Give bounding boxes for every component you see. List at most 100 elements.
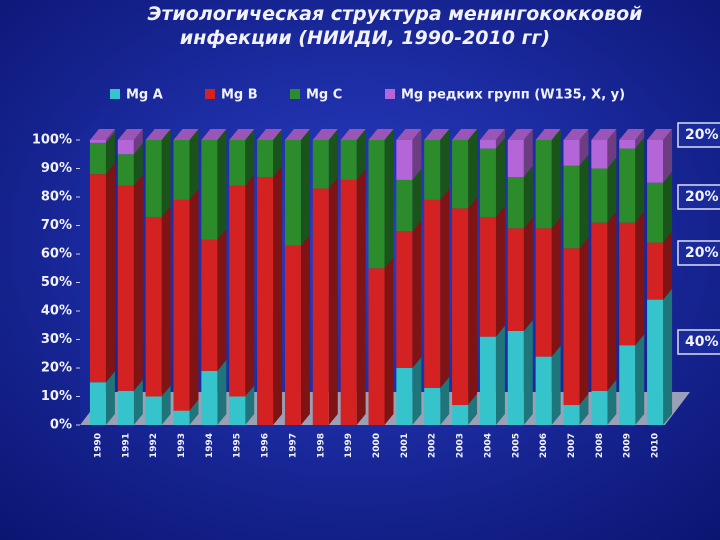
bar-segment (201, 370, 218, 425)
bar-segment (479, 216, 496, 337)
bar-segment (647, 182, 664, 243)
x-tick-label: 1990 (93, 433, 103, 458)
x-tick-label: 2001 (400, 433, 410, 458)
bar-segment (201, 239, 218, 371)
bar-side (440, 188, 450, 388)
bar-segment (229, 185, 246, 397)
bar-side (189, 399, 199, 425)
bar-side (105, 371, 115, 425)
bar-segment (563, 165, 580, 249)
bar-top (507, 129, 533, 140)
bar-side (495, 325, 505, 425)
bar-segment (117, 390, 134, 425)
bar-side (551, 217, 561, 357)
bar-side (328, 177, 338, 425)
bar-side (579, 394, 589, 425)
x-tick-label: 2007 (567, 433, 577, 458)
x-tick-label: 1996 (261, 433, 271, 458)
bar-top (452, 129, 478, 140)
bar-segment (312, 140, 329, 189)
bar-segment (424, 387, 441, 425)
bar-top (145, 129, 171, 140)
bar-side (105, 131, 115, 175)
annotation: 20% (685, 127, 719, 143)
bar-side (161, 385, 171, 425)
bar-segment (535, 228, 552, 357)
bar-side (161, 129, 171, 217)
x-tick-label: 2000 (372, 433, 382, 458)
bar-segment (479, 336, 496, 425)
bar-segment (340, 179, 357, 425)
bar-segment (619, 222, 636, 346)
x-tick-label: 2010 (651, 433, 661, 458)
bar-top (340, 129, 366, 140)
bar-side (384, 129, 394, 269)
bar-top (535, 129, 561, 140)
bar-segment (619, 148, 636, 223)
bar-segment (89, 142, 106, 175)
bar-side (551, 345, 561, 425)
bar-top (257, 129, 283, 140)
bar-segment (507, 330, 524, 425)
y-tick-label: 100% (32, 133, 72, 148)
bar-segment (591, 140, 608, 169)
annotation-box (677, 329, 720, 355)
x-tick-label: 1998 (316, 433, 326, 458)
bar-segment (563, 248, 580, 406)
x-tick-label: 1994 (205, 433, 215, 458)
bar-segment (396, 179, 413, 232)
bar-side (468, 394, 478, 425)
bar-segment (396, 368, 413, 425)
bar-side (440, 376, 450, 425)
bar-side (468, 129, 478, 209)
bar-segment (647, 140, 664, 183)
y-tick-label: 80% (41, 190, 72, 205)
y-tick-label: 70% (41, 218, 72, 233)
bar-segment (479, 140, 496, 149)
bar-side (412, 168, 422, 232)
bar-segment (591, 390, 608, 425)
bar-side (663, 231, 673, 300)
bar-segment (173, 410, 190, 425)
bar-top (619, 129, 645, 140)
bar-side (635, 211, 645, 346)
annotation-box (677, 122, 720, 148)
bar-segment (507, 228, 524, 331)
bar-segment (368, 140, 385, 269)
bar-side (245, 129, 255, 186)
bar-segment (89, 140, 106, 143)
x-tick-label: 2002 (428, 433, 438, 458)
bar-top (647, 129, 673, 140)
bar-side (579, 154, 589, 249)
legend-label: Mg C (306, 88, 342, 103)
bar-segment (563, 140, 580, 166)
bar-segment (117, 185, 134, 391)
bar-side (579, 237, 589, 406)
bar-side (523, 319, 533, 425)
bar-segment (424, 140, 441, 200)
x-tick-label: 1991 (121, 433, 131, 458)
legend-label: Mg A (126, 88, 163, 103)
x-tick-label: 2004 (483, 433, 493, 458)
legend-swatch (385, 89, 395, 99)
bar-segment (117, 140, 134, 155)
bar-top (396, 129, 422, 140)
bar-segment (201, 140, 218, 240)
bar-top (284, 129, 310, 140)
y-tick-label: 30% (41, 332, 72, 347)
bar-segment (368, 268, 385, 425)
legend-swatch (110, 89, 120, 99)
bar-side (133, 143, 143, 186)
bar-segment (563, 405, 580, 425)
bar-side (412, 129, 422, 180)
bar-segment (340, 140, 357, 180)
bar-segment (591, 168, 608, 223)
bar-side (663, 288, 673, 425)
bar-segment (229, 396, 246, 425)
x-tick-label: 1995 (233, 433, 243, 458)
bar-side (217, 129, 227, 240)
bar-side (105, 163, 115, 383)
bar-side (133, 174, 143, 391)
bar-segment (507, 140, 524, 178)
